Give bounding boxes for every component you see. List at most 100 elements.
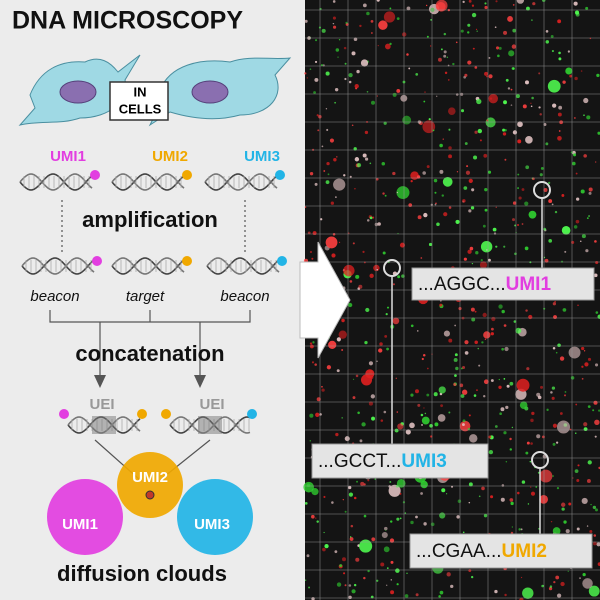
signal-dot: [564, 250, 567, 253]
signal-dot: [390, 520, 393, 523]
signal-dot: [577, 464, 580, 467]
signal-dot: [468, 0, 472, 3]
signal-dot: [368, 361, 374, 366]
signal-dot: [386, 567, 389, 570]
signal-dot: [392, 92, 397, 97]
signal-dot: [306, 554, 310, 558]
signal-dot: [314, 77, 319, 82]
signal-dot: [575, 172, 578, 175]
signal-dot: [503, 431, 507, 435]
signal-dot: [555, 441, 559, 444]
signal-dot: [390, 579, 393, 581]
signal-dot: [510, 501, 514, 506]
signal-dot: [576, 479, 580, 482]
signal-dot: [521, 223, 524, 225]
signal-dot: [525, 309, 528, 312]
signal-dot: [309, 440, 311, 442]
signal-dot: [531, 19, 533, 21]
signal-dot: [443, 32, 447, 36]
uei-label: UEI: [199, 396, 224, 413]
signal-dot: [582, 578, 593, 589]
signal-dot: [456, 171, 459, 173]
umi-dot: [277, 256, 287, 266]
signal-dot: [423, 100, 426, 103]
signal-dot: [470, 206, 475, 210]
signal-dot: [522, 104, 527, 109]
signal-dot: [490, 495, 494, 499]
signal-dot: [518, 196, 522, 200]
dna-helix: [67, 416, 141, 434]
signal-dot: [410, 180, 413, 183]
signal-dot: [415, 73, 419, 76]
signal-dot: [579, 240, 582, 243]
signal-dot: [495, 46, 500, 50]
signal-dot: [349, 537, 354, 541]
signal-dot: [348, 485, 352, 490]
signal-dot: [526, 6, 530, 11]
signal-dot: [438, 386, 446, 394]
signal-dot: [366, 90, 369, 93]
signal-dot: [583, 427, 588, 432]
signal-dot: [366, 11, 370, 16]
signal-dot: [396, 89, 401, 93]
signal-dot: [415, 389, 419, 394]
signal-dot: [379, 342, 383, 346]
dna-helix: [111, 173, 185, 191]
signal-dot: [349, 175, 352, 178]
signal-dot: [494, 425, 498, 428]
signal-dot: [426, 393, 430, 397]
callout-marker: [531, 451, 549, 469]
signal-dot: [440, 404, 444, 408]
signal-dot: [448, 411, 451, 414]
signal-dot: [343, 46, 347, 50]
signal-dot: [326, 128, 329, 131]
callout-box: [409, 533, 593, 569]
signal-dot: [583, 422, 588, 427]
signal-dot: [595, 260, 599, 265]
signal-dot: [344, 436, 350, 442]
signal-dot: [597, 562, 600, 566]
signal-dot: [422, 171, 426, 175]
signal-dot: [485, 117, 496, 128]
signal-dot: [486, 249, 488, 251]
signal-dot: [548, 586, 553, 591]
signal-dot: [417, 215, 422, 220]
umi-dot: [59, 409, 69, 419]
signal-dot: [547, 181, 551, 185]
signal-dot: [344, 510, 347, 513]
cloud-label: UMI2: [132, 469, 168, 486]
signal-dot: [489, 97, 493, 100]
signal-dot: [448, 154, 452, 159]
signal-dot: [417, 403, 421, 407]
signal-dot: [448, 146, 452, 150]
signal-dot: [463, 257, 467, 261]
signal-dot: [406, 53, 409, 56]
signal-dot: [484, 208, 488, 212]
signal-dot: [359, 439, 363, 443]
signal-dot: [390, 590, 395, 595]
signal-dot: [306, 77, 309, 79]
signal-dot: [574, 469, 579, 473]
signal-dot: [331, 501, 334, 504]
signal-dot: [596, 542, 600, 547]
signal-dot: [509, 437, 512, 441]
dna-helix: [21, 257, 95, 275]
signal-dot: [332, 0, 336, 3]
signal-dot: [583, 114, 585, 117]
sequence: ...AGGC...: [418, 274, 506, 295]
signal-dot: [588, 585, 600, 597]
signal-dot: [593, 273, 598, 278]
signal-dot: [370, 394, 375, 399]
signal-dot: [351, 51, 356, 56]
signal-dot: [585, 6, 589, 10]
signal-dot: [385, 313, 388, 316]
signal-dot: [334, 101, 337, 104]
signal-dot: [530, 418, 534, 423]
signal-dot: [316, 114, 319, 117]
signal-dot: [360, 59, 369, 67]
signal-dot: [371, 537, 376, 542]
signal-dot: [334, 87, 339, 92]
signal-dot: [345, 21, 348, 24]
signal-dot: [333, 178, 346, 191]
signal-dot: [375, 177, 379, 181]
